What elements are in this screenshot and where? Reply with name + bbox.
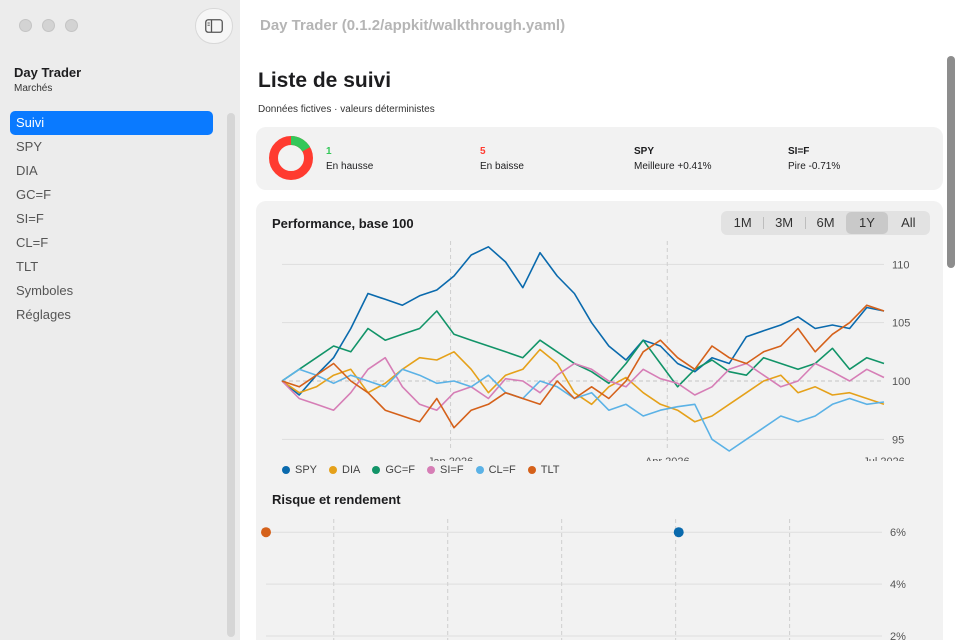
up-label: En hausse bbox=[326, 161, 374, 172]
legend-item: SI=F bbox=[427, 464, 464, 476]
summary-card: 1 En hausse 5 En baisse SPY Meilleure +0… bbox=[256, 127, 943, 190]
x-tick-label: Jul 2026 bbox=[863, 456, 905, 461]
x-tick-label: Apr 2026 bbox=[645, 456, 690, 461]
page-subtitle: Données fictives · valeurs déterministes bbox=[258, 104, 435, 115]
range-3m[interactable]: 3M bbox=[763, 212, 804, 234]
y-tick-label: 110 bbox=[892, 259, 910, 271]
close-window-button[interactable] bbox=[19, 19, 32, 32]
legend-swatch bbox=[372, 466, 381, 474]
series-line-dia bbox=[281, 348, 885, 423]
legend-label: TLT bbox=[540, 464, 560, 476]
worst-symbol: SI=F bbox=[788, 146, 810, 157]
performance-card: Performance, base 100 1M 3M 6M 1Y All 95… bbox=[256, 201, 943, 640]
y-tick-label: 2% bbox=[890, 631, 906, 640]
page-title: Liste de suivi bbox=[258, 69, 392, 92]
y-tick-label: 95 bbox=[892, 434, 904, 446]
scatter-point-spy bbox=[673, 527, 684, 538]
sidebar-item-symboles[interactable]: Symboles bbox=[16, 283, 74, 298]
sidebar-toggle-button[interactable] bbox=[195, 8, 233, 44]
sidebar-item-spy[interactable]: SPY bbox=[16, 139, 43, 154]
range-1m[interactable]: 1M bbox=[733, 215, 752, 230]
sidebar-item-sif[interactable]: SI=F bbox=[16, 211, 44, 226]
legend-swatch bbox=[282, 466, 290, 474]
up-count: 1 bbox=[326, 146, 332, 157]
up-down-donut-chart bbox=[269, 136, 313, 180]
performance-title: Performance, base 100 bbox=[272, 216, 414, 231]
sidebar-item-dia[interactable]: DIA bbox=[16, 163, 38, 178]
app-subtitle: Marchés bbox=[14, 83, 53, 94]
risk-return-scatter-chart: 6% 4% 2% bbox=[261, 519, 906, 640]
legend-label: GC=F bbox=[385, 464, 416, 476]
y-tick-label: 105 bbox=[892, 318, 910, 330]
best-label: Meilleure +0.41% bbox=[634, 161, 712, 172]
best-symbol: SPY bbox=[634, 146, 655, 157]
main-content: Day Trader (0.1.2/appkit/walkthrough.yam… bbox=[240, 0, 960, 640]
worst-label: Pire -0.71% bbox=[788, 161, 841, 172]
legend-label: DIA bbox=[342, 464, 361, 476]
y-tick-label: 6% bbox=[890, 527, 906, 539]
main-scrollbar-thumb[interactable] bbox=[947, 56, 955, 268]
stat-down: 5 En baisse bbox=[480, 146, 524, 172]
performance-line-chart: 95 100 105 110 Jan 2026 Apr 2026 Jul 2026 bbox=[281, 241, 910, 461]
app-title: Day Trader bbox=[14, 65, 82, 80]
down-count: 5 bbox=[480, 146, 486, 157]
series-line-clf bbox=[281, 368, 885, 452]
range-selector: 1M 3M 6M 1Y All bbox=[721, 211, 930, 235]
chart-legend: SPY DIA GC=F SI=F CL=F TLT bbox=[282, 464, 560, 476]
range-1y[interactable]: 1Y bbox=[846, 212, 888, 234]
minimize-window-button[interactable] bbox=[42, 19, 55, 32]
sidebar: Day Trader Marchés Suivi SPY DIA GC=F SI… bbox=[0, 0, 240, 640]
risk-return-title: Risque et rendement bbox=[272, 492, 401, 507]
legend-item: DIA bbox=[329, 464, 360, 476]
sidebar-item-suivi[interactable]: Suivi bbox=[10, 111, 213, 135]
range-6m[interactable]: 6M bbox=[804, 212, 846, 234]
donut-up-segment bbox=[269, 136, 313, 180]
sidebar-item-reglages[interactable]: Réglages bbox=[16, 307, 71, 322]
scatter-point-tlt bbox=[261, 527, 271, 538]
down-label: En baisse bbox=[480, 161, 524, 172]
range-all[interactable]: All bbox=[901, 215, 916, 230]
legend-swatch bbox=[527, 466, 536, 474]
legend-item: CL=F bbox=[475, 464, 516, 476]
sidebar-item-tlt[interactable]: TLT bbox=[16, 259, 39, 274]
series-line-spy bbox=[281, 246, 885, 396]
stat-up: 1 En hausse bbox=[326, 146, 373, 172]
main-scrollbar[interactable] bbox=[946, 54, 956, 638]
legend-swatch bbox=[427, 466, 436, 474]
sidebar-item-gcf[interactable]: GC=F bbox=[16, 187, 52, 202]
stat-best: SPY Meilleure +0.41% bbox=[634, 146, 712, 172]
window-title: Day Trader (0.1.2/appkit/walkthrough.yam… bbox=[260, 17, 566, 34]
sidebar-nav: Suivi SPY DIA GC=F SI=F CL=F TLT Symbole… bbox=[10, 111, 213, 327]
legend-label: SI=F bbox=[440, 464, 464, 476]
y-tick-label: 4% bbox=[890, 579, 906, 591]
sidebar-item-clf[interactable]: CL=F bbox=[16, 235, 49, 250]
legend-item: GC=F bbox=[372, 464, 415, 476]
y-tick-label: 100 bbox=[892, 376, 910, 388]
zoom-window-button[interactable] bbox=[65, 19, 78, 32]
legend-item: SPY bbox=[282, 464, 317, 476]
stat-worst: SI=F Pire -0.71% bbox=[788, 146, 840, 172]
legend-item: TLT bbox=[527, 464, 560, 476]
x-tick-label: Jan 2026 bbox=[428, 456, 473, 461]
legend-label: CL=F bbox=[488, 464, 516, 476]
legend-swatch bbox=[329, 466, 338, 474]
legend-label: SPY bbox=[295, 464, 318, 476]
sidebar-toggle-icon bbox=[205, 19, 223, 33]
sidebar-scrollbar[interactable] bbox=[227, 113, 235, 637]
legend-swatch bbox=[475, 466, 484, 474]
series-line-sif bbox=[281, 356, 885, 411]
series-line-gcf bbox=[281, 310, 885, 388]
series-line-tlt bbox=[281, 304, 885, 429]
